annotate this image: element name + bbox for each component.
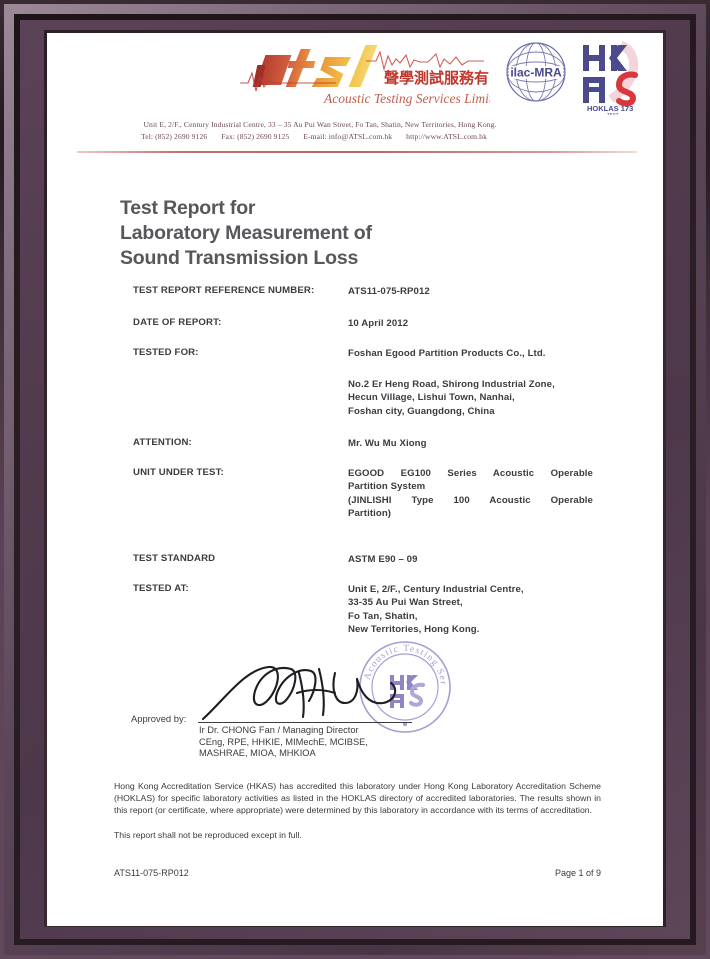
svg-text:TEST: TEST (607, 112, 619, 115)
approved-by-label: Approved by: (131, 713, 187, 724)
detail-value-line: ATS11-075-RP012 (348, 286, 430, 297)
signatory-credentials-1: CEng, RPE, HHKIE, MIMechE, MCIBSE, (199, 736, 368, 747)
svg-text:Acoustic Testing Services Limi: Acoustic Testing Services Limited (323, 91, 490, 106)
detail-row: TESTED AT: Unit E, 2/F., Century Industri… (47, 583, 663, 635)
title-line-1: Test Report for (120, 197, 256, 219)
detail-label: TESTED AT: (133, 583, 189, 594)
detail-value-line: Mr. Wu Mu Xiong (348, 438, 427, 449)
detail-value-line: 10 April 2012 (348, 318, 409, 329)
detail-label: TEST STANDARD (133, 553, 216, 564)
detail-label: DATE OF REPORT: (133, 317, 222, 328)
accreditation-paragraph-2: This report shall not be reproduced exce… (114, 830, 302, 841)
atsl-logo: 聲學測試服務有限公司 Acoustic Testing Services Lim… (240, 45, 490, 106)
page-footer: ATS11-075-RP012 Page 1 of 9 (114, 868, 601, 878)
email-text: E-mail: info@ATSL.com.hk (303, 131, 393, 141)
detail-value: Mr. Wu Mu Xiong (348, 437, 593, 450)
detail-value: EGOOD EG100 Series Acoustic Operable Part… (348, 467, 593, 521)
detail-row: TEST STANDARD ASTM E90 – 09 (47, 553, 663, 567)
accreditation-statement: Hong Kong Accreditation Service (HKAS) h… (114, 781, 601, 842)
detail-value: ATS11-075-RP012 (348, 285, 593, 298)
contact-line: Tel: (852) 2690 9126 Fax: (852) 2690 912… (65, 131, 575, 143)
detail-value-line: Unit E, 2/F., Century Industrial Centre, (348, 584, 524, 595)
detail-row: DATE OF REPORT: 10 April 2012 (47, 317, 663, 331)
website-text: http://www.ATSL.com.hk (406, 131, 487, 141)
signature-block: Acoustic Testing Services Limited Approv… (47, 629, 663, 759)
signatory-details: Ir Dr. CHONG Fan / Managing Director CEn… (199, 725, 368, 760)
detail-value-line: Foshan city, Guangdong, China (348, 405, 495, 417)
detail-value: Unit E, 2/F., Century Industrial Centre,… (348, 583, 593, 637)
fax-text: Fax: (852) 2690 9125 (221, 131, 290, 141)
svg-text:ilac-MRA: ilac-MRA (510, 66, 562, 80)
detail-row: TEST REPORT REFERENCE NUMBER: ATS11-075-R… (47, 285, 663, 299)
accreditation-paragraph-1: Hong Kong Accreditation Service (HKAS) h… (114, 781, 601, 815)
detail-label: ATTENTION: (133, 437, 192, 448)
title-line-3: Sound Transmission Loss (120, 247, 359, 269)
detail-value-line: Hecun Village, Lishui Town, Nanhai, (348, 392, 515, 404)
detail-value: No.2 Er Heng Road, Shirong Industrial Zo… (348, 378, 593, 418)
detail-value-line: Foshan Egood Partition Products Co., Ltd… (348, 348, 546, 359)
detail-value-line: Fo Tan, Shatin, (348, 610, 418, 622)
footer-page-number: Page 1 of 9 (554, 868, 601, 878)
detail-value-line: Partition) (348, 508, 392, 520)
detail-value-line: ASTM E90 – 09 (348, 554, 418, 565)
signatory-credentials-2: MASHRAE, MIOA, MHKIOA (199, 748, 316, 759)
address-line: Unit E, 2/F., Century Industrial Centre,… (143, 120, 497, 129)
ilac-mra-logo: ilac-MRA (506, 42, 566, 102)
report-page: 聲學測試服務有限公司 Acoustic Testing Services Lim… (47, 33, 663, 926)
handwritten-signature (201, 665, 397, 721)
detail-value: 10 April 2012 (348, 317, 593, 330)
hkas-logo: HOKLAS 173 TEST (583, 40, 639, 115)
tel-text: Tel: (852) 2690 9126 (141, 131, 208, 141)
svg-text:HOKLAS 173: HOKLAS 173 (587, 104, 633, 113)
detail-label: TEST REPORT REFERENCE NUMBER: (133, 285, 315, 296)
detail-value-line: EGOOD EG100 Series Acoustic Operable (348, 468, 593, 479)
detail-row: TESTED FOR: Foshan Egood Partition Produc… (47, 347, 663, 361)
footer-reference-number: ATS11-075-RP012 (114, 868, 189, 878)
detail-row: No.2 Er Heng Road, Shirong Industrial Zo… (47, 378, 663, 417)
title-line-2: Laboratory Measurement of (120, 222, 372, 244)
svg-text:聲學測試服務有限公司: 聲學測試服務有限公司 (384, 69, 490, 87)
header-divider (77, 151, 637, 153)
detail-row: UNIT UNDER TEST: EGOOD EG100 Series Acous… (47, 467, 663, 519)
detail-value-line: Partition System (348, 481, 426, 493)
detail-label: UNIT UNDER TEST: (133, 467, 224, 478)
detail-value: ASTM E90 – 09 (348, 553, 593, 566)
detail-value: Foshan Egood Partition Products Co., Ltd… (348, 347, 593, 360)
detail-row: ATTENTION: Mr. Wu Mu Xiong (47, 437, 663, 451)
detail-value-line: 33-35 Au Pui Wan Street, (348, 597, 463, 609)
signatory-name: Ir Dr. CHONG Fan / Managing Director (199, 725, 359, 735)
detail-value-line: New Territories, Hong Kong. (348, 624, 480, 636)
page-title: Test Report for Laboratory Measurement o… (120, 196, 372, 271)
letterhead-address: Unit E, 2/F., Century Industrial Centre,… (65, 119, 575, 142)
detail-label: TESTED FOR: (133, 347, 199, 358)
signature-rule (198, 722, 412, 723)
detail-value-line: No.2 Er Heng Road, Shirong Industrial Zo… (348, 379, 555, 390)
letterhead: 聲學測試服務有限公司 Acoustic Testing Services Lim… (47, 33, 663, 159)
detail-value-line: (JINLISHI Type 100 Acoustic Operable (348, 494, 593, 506)
